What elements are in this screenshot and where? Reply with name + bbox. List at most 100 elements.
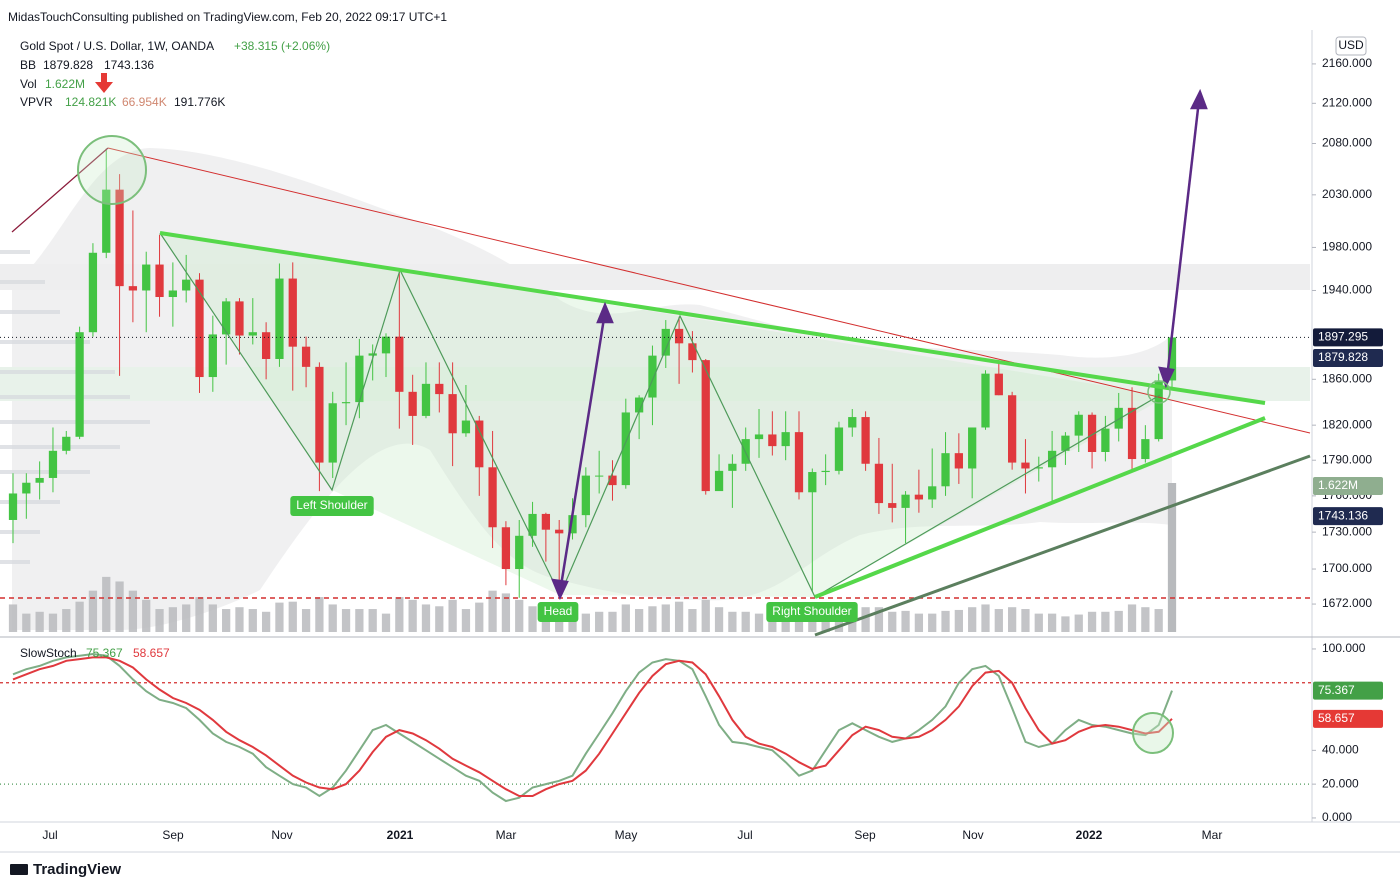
neckline: [159, 231, 1266, 405]
candle-body: [62, 436, 71, 451]
candle-body: [102, 189, 111, 253]
candle-body: [461, 420, 471, 434]
candle-body: [874, 463, 884, 504]
candle-body: [821, 470, 830, 473]
last-price: 1897.295: [1318, 330, 1368, 344]
candle-body: [941, 453, 950, 487]
drawings: [0, 73, 1311, 754]
frame: [0, 30, 1400, 853]
candle-body: [528, 513, 537, 536]
volume-bar: [1114, 610, 1123, 632]
candle-body: [834, 427, 844, 471]
volume-bar: [222, 609, 231, 632]
volume-bar: [1101, 611, 1110, 632]
candle-body: [261, 332, 271, 359]
annotation: Left Shoulder: [296, 498, 367, 512]
candle-body: [994, 373, 1003, 396]
stoch-line: [12, 652, 1173, 803]
candle-body: [115, 189, 124, 287]
candle-body: [568, 515, 577, 534]
annotation-box: [766, 602, 858, 622]
volume-bar: [648, 606, 657, 632]
candle-body: [781, 432, 790, 447]
candle-body: [142, 264, 151, 291]
candle-body: [581, 475, 590, 516]
volume-bar: [488, 590, 497, 632]
volume-bar: [1167, 483, 1177, 632]
volume-bar: [501, 593, 511, 632]
candle-body: [848, 417, 857, 428]
volume-bar: [328, 604, 337, 632]
candle-body: [981, 373, 990, 428]
stoch-value-label-box: [1313, 709, 1383, 728]
volume-bar: [1047, 613, 1057, 632]
candle-body: [381, 336, 391, 354]
volume-bar: [768, 613, 777, 632]
candle-body: [1008, 395, 1017, 463]
candle-body: [914, 494, 924, 500]
candle-body: [901, 494, 910, 508]
volume-bar: [208, 604, 217, 632]
candle-body: [541, 513, 551, 530]
volume-bar: [341, 609, 351, 632]
volume-bar: [1127, 604, 1137, 632]
currency-box[interactable]: [1335, 36, 1367, 56]
volume-bar: [235, 607, 244, 632]
vpvr-name: VPVR: [20, 95, 53, 109]
bb-upper-label: 1879.828: [1318, 350, 1368, 364]
candle-body: [235, 301, 244, 336]
vol-value: 1.622M: [45, 77, 85, 91]
trend-line: [107, 147, 1311, 434]
volume-bar: [168, 607, 177, 632]
y-tick-label: 40.000: [1322, 743, 1359, 757]
vol-name: Vol: [20, 77, 37, 91]
candle-body: [195, 279, 204, 378]
stoch-value-label: 58.657: [1318, 711, 1355, 725]
candle-body: [315, 366, 324, 463]
volume-bar: [634, 609, 644, 632]
volume-bar: [155, 609, 164, 632]
candle-body: [1087, 414, 1097, 452]
currency[interactable]: USD: [1338, 38, 1364, 52]
candle-body: [301, 346, 311, 367]
volume-bar: [581, 613, 590, 632]
annotation: Right Shoulder: [772, 604, 851, 618]
candle-body: [1061, 435, 1070, 451]
candle-body: [754, 434, 764, 440]
candle-body: [8, 493, 18, 520]
candle-body: [288, 278, 297, 347]
candle-body: [648, 355, 657, 398]
candle-body: [395, 336, 404, 392]
volume-bar: [1141, 607, 1150, 632]
volume-bar: [128, 590, 138, 632]
candle-body: [1167, 337, 1177, 381]
annotation-box: [290, 496, 374, 516]
volume-bar: [102, 576, 111, 632]
candle-body: [341, 402, 351, 404]
volume-bar: [701, 599, 710, 632]
volume-bar: [475, 602, 484, 632]
volume-bar: [421, 604, 431, 632]
vpvr-value: 124.821K: [65, 95, 116, 109]
volume-bar: [395, 597, 404, 632]
candle-body: [75, 332, 84, 437]
volume-bar: [1034, 613, 1043, 632]
volume-bar: [714, 607, 724, 632]
volume-bar: [754, 613, 764, 632]
candle-body: [421, 383, 431, 416]
highlight-circle: [1147, 380, 1171, 404]
candle-body: [182, 279, 191, 291]
volume-bar: [1074, 614, 1083, 632]
candle-body: [435, 383, 444, 395]
candle-body: [808, 472, 817, 493]
x-tick-label: Jul: [737, 828, 752, 842]
x-tick-label: May: [615, 828, 638, 842]
symbol: Gold Spot / U.S. Dollar, 1W, OANDA: [20, 39, 214, 53]
volume-bar: [301, 609, 311, 632]
y-tick-label: 2120.000: [1322, 96, 1372, 110]
stoch-value-label-box: [1313, 681, 1383, 700]
volume-bar: [1061, 616, 1070, 632]
highlight-circle: [1132, 712, 1174, 754]
stoch-line: [12, 656, 1173, 797]
x-tick-label: Sep: [162, 828, 184, 842]
